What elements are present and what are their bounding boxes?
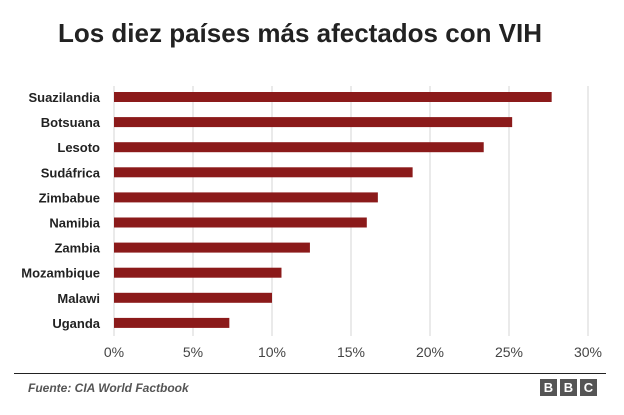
category-label: Suazilandia [28, 90, 100, 105]
bar [114, 92, 552, 102]
bbc-logo: B B C [540, 379, 597, 396]
category-label: Zimbabue [39, 190, 100, 205]
category-label: Lesoto [57, 140, 100, 155]
bar-chart: 0% 5% 10% 15% 20% 25% 30% Suazilandia Botsuana Le… [21, 86, 602, 360]
bar [114, 217, 367, 228]
bar [114, 167, 413, 178]
bar [114, 142, 484, 153]
bar [114, 192, 378, 203]
x-tick-label: 5% [183, 344, 203, 360]
x-tick-label: 25% [495, 344, 523, 360]
category-label: Mozambique [21, 266, 100, 281]
x-tick-label: 10% [258, 344, 286, 360]
x-tick-label: 30% [574, 344, 602, 360]
bar [114, 117, 513, 128]
logo-letter-b2: B [560, 379, 577, 396]
bar [114, 242, 310, 253]
x-tick-label: 0% [104, 344, 124, 360]
bar [114, 292, 272, 303]
source-note: Fuente: CIA World Factbook [28, 381, 189, 395]
footer-divider [14, 373, 606, 374]
bar [114, 267, 282, 278]
category-label: Sudáfrica [41, 165, 101, 180]
chart-title: Los diez países más afectados con VIH [57, 18, 543, 48]
logo-letter-b1: B [540, 379, 557, 396]
x-tick-label: 15% [337, 344, 365, 360]
category-label: Botsuana [41, 115, 101, 130]
x-tick-label: 20% [416, 344, 444, 360]
category-label: Zambia [54, 241, 100, 256]
category-label: Namibia [49, 216, 100, 231]
bar [114, 317, 230, 328]
logo-letter-c: C [580, 379, 597, 396]
category-label: Malawi [57, 291, 100, 306]
category-label: Uganda [52, 316, 100, 331]
